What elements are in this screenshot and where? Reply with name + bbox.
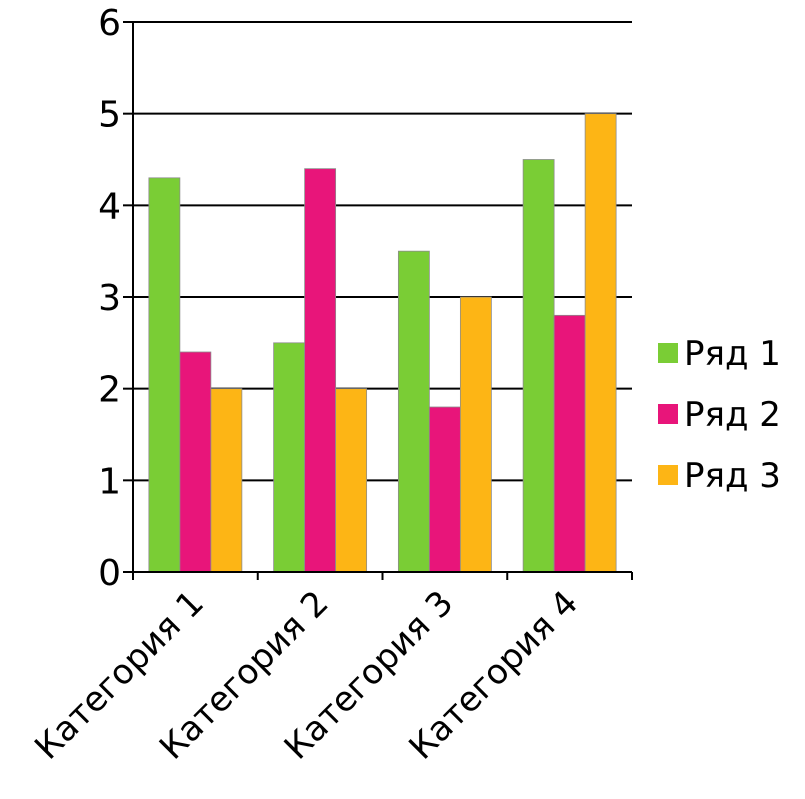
- bar-series3-cat3: [459, 296, 492, 573]
- bar-series1-cat3: [397, 250, 430, 573]
- bar-series3-cat4: [584, 113, 617, 573]
- y-tick-labels: 0 1 2 3 4 5 6: [98, 3, 121, 594]
- y-tick-label: 5: [98, 95, 121, 136]
- bar-series2-cat1: [179, 351, 212, 573]
- bar-series3-cat2: [335, 388, 368, 573]
- bar-series2-cat3: [428, 406, 461, 573]
- bar-series1-cat2: [273, 342, 306, 573]
- legend: Ряд 1 Ряд 2 Ряд 3: [658, 334, 781, 496]
- legend-swatch: [658, 404, 678, 424]
- y-tick-label: 1: [98, 461, 121, 502]
- bars: [148, 113, 617, 573]
- legend-label: Ряд 3: [684, 456, 781, 496]
- bar-series2-cat2: [304, 168, 337, 573]
- axes: [123, 21, 633, 580]
- y-tick-label: 3: [98, 278, 121, 319]
- bar-series1-cat1: [148, 177, 181, 573]
- bar-series1-cat4: [522, 159, 555, 573]
- legend-label: Ряд 2: [684, 395, 781, 435]
- y-tick-label: 4: [98, 186, 121, 227]
- legend-swatch: [658, 465, 678, 485]
- y-tick-label: 6: [98, 3, 121, 44]
- legend-swatch: [658, 343, 678, 363]
- y-tick-label: 2: [98, 370, 121, 411]
- bar-series2-cat4: [553, 314, 586, 573]
- legend-label: Ряд 1: [684, 334, 781, 374]
- y-tick-label: 0: [98, 553, 121, 594]
- bar-series3-cat1: [210, 388, 243, 573]
